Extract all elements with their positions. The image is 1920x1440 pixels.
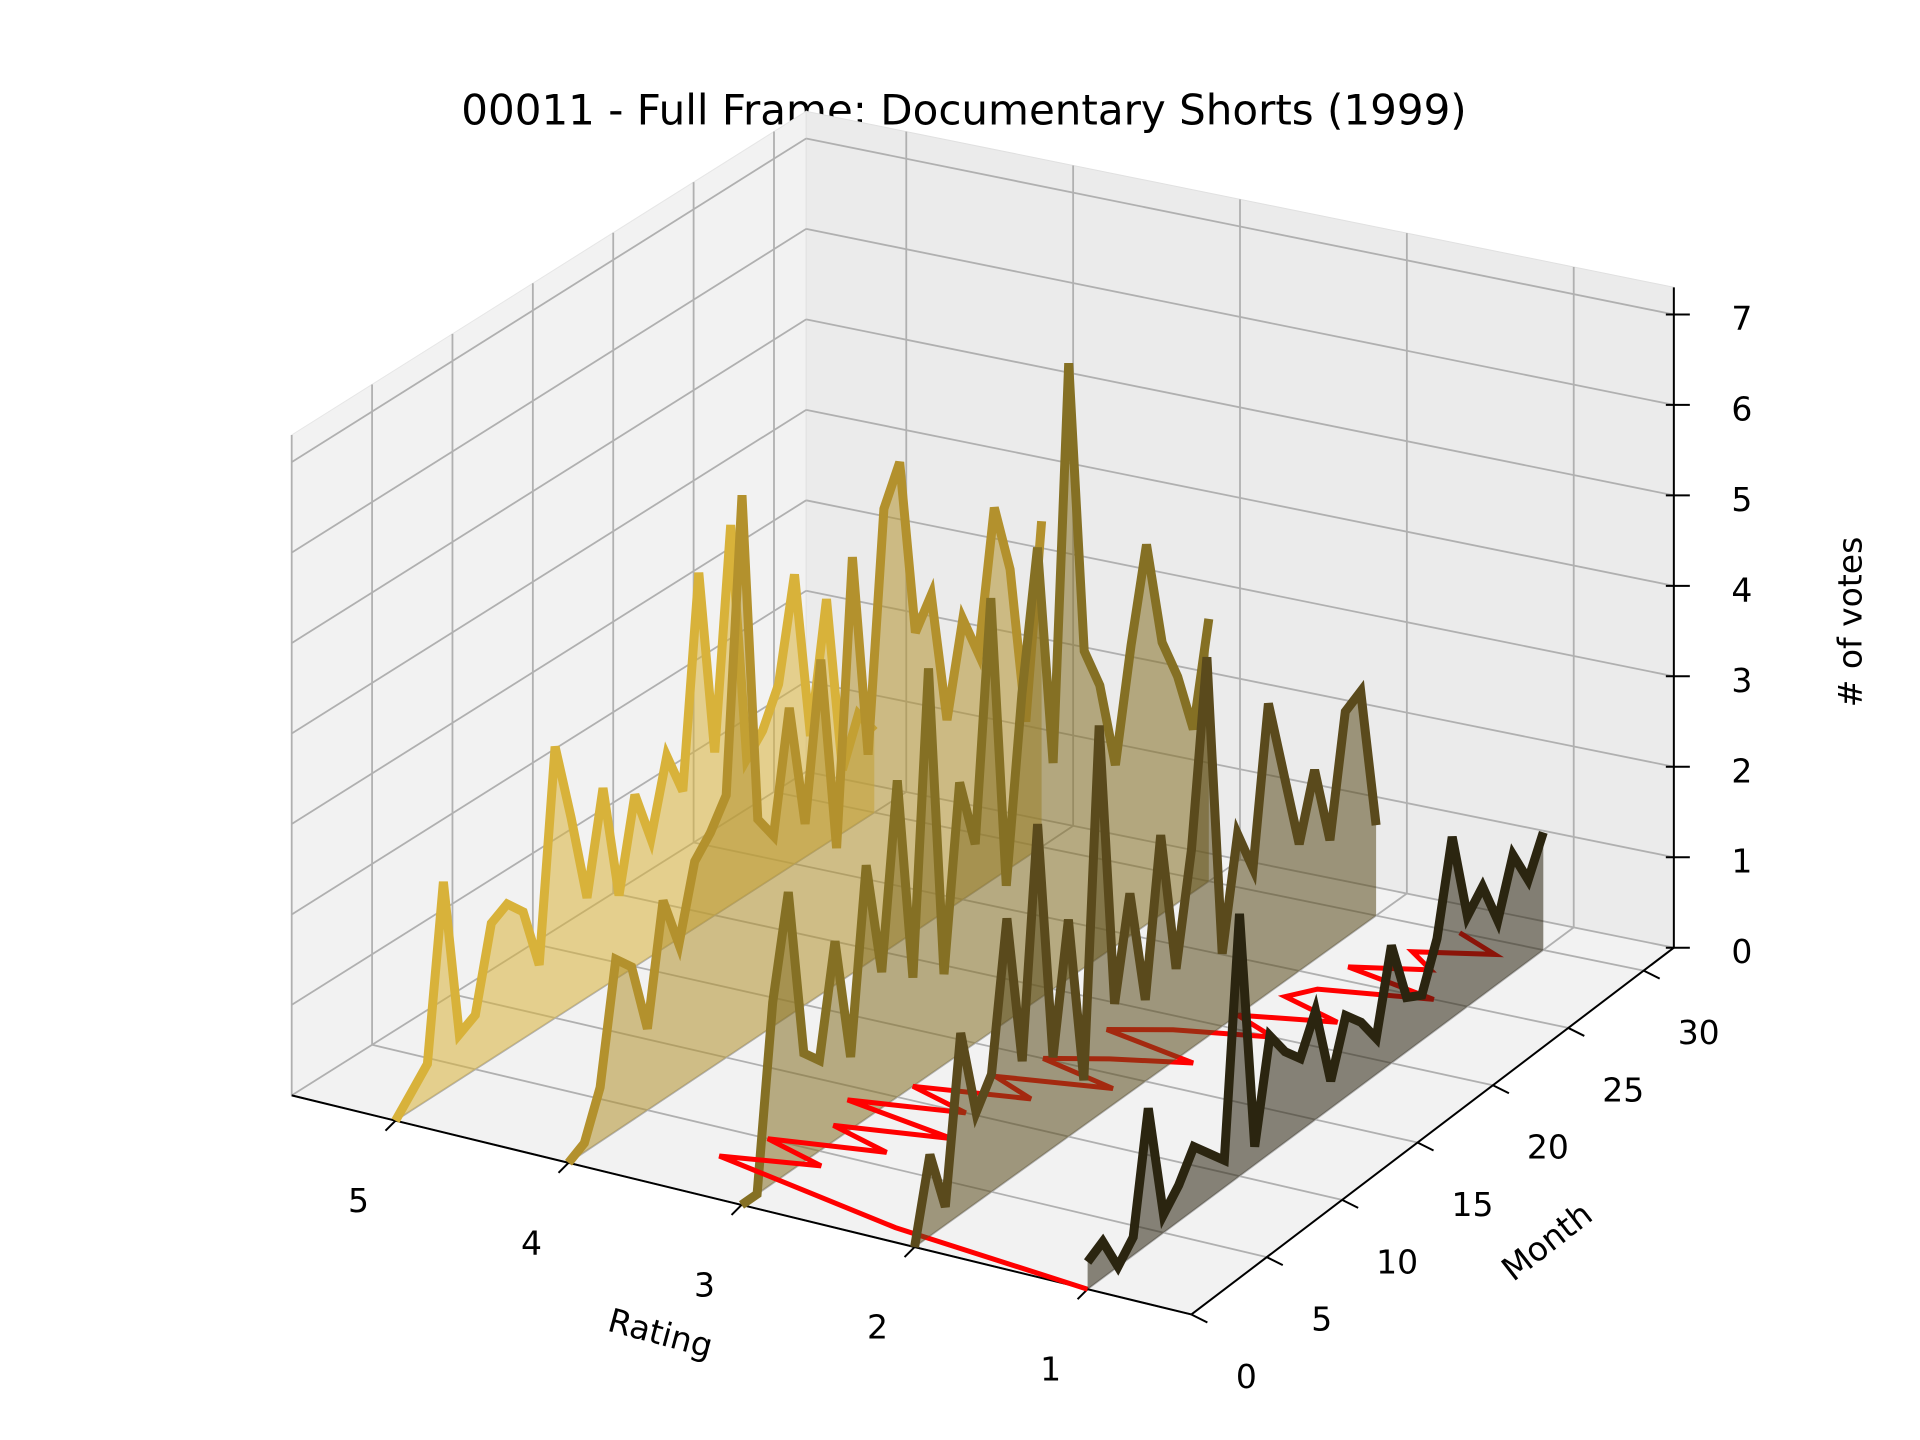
y-tick	[1417, 1141, 1434, 1152]
grid-line	[291, 318, 807, 644]
area	[1087, 832, 1544, 1290]
grid-line	[371, 1043, 1267, 1259]
series-line	[564, 460, 1047, 1166]
z-tick-label: 7	[1731, 299, 1752, 338]
series-line	[910, 656, 1381, 1248]
x-tick	[557, 1162, 570, 1174]
series-line	[1083, 831, 1548, 1276]
grid-line	[805, 589, 1675, 768]
x-tick-label: 3	[694, 1265, 715, 1304]
series-line	[391, 524, 878, 1123]
y-axis-label: Month	[1494, 1194, 1600, 1288]
y-tick	[1492, 1084, 1510, 1095]
x-tick	[903, 1246, 916, 1258]
y-tick-label: 25	[1602, 1070, 1644, 1109]
x-tick-label: 1	[1040, 1350, 1061, 1389]
grid-line	[805, 408, 1675, 587]
x-tick-label: 4	[521, 1223, 542, 1262]
y-tick	[1190, 1313, 1208, 1324]
y-tick	[1266, 1256, 1284, 1267]
y-tick	[1567, 1027, 1585, 1037]
grid-line	[805, 499, 1675, 678]
x-tick	[730, 1204, 743, 1216]
z-tick-label: 3	[1731, 661, 1752, 700]
area	[568, 462, 1042, 1163]
chart-title: 00011 - Full Frame: Documentary Shorts (…	[461, 86, 1466, 135]
axis-line	[1190, 946, 1675, 1316]
grid-line	[291, 409, 807, 735]
grid-line	[291, 499, 807, 825]
z-tick-label: 5	[1731, 480, 1752, 519]
grid-line	[805, 318, 1675, 497]
y-tick	[1643, 969, 1661, 980]
z-axis-label: # of votes	[1831, 537, 1870, 708]
z-tick-label: 2	[1731, 751, 1752, 790]
z-tick-label: 0	[1731, 932, 1752, 971]
x-tick	[384, 1119, 397, 1132]
y-tick-label: 0	[1236, 1357, 1257, 1396]
grid-line	[291, 228, 807, 554]
y-tick-label: 10	[1376, 1242, 1418, 1281]
z-tick-label: 1	[1731, 842, 1752, 881]
y-tick-label: 5	[1311, 1300, 1332, 1339]
y-tick-label: 30	[1678, 1013, 1720, 1052]
y-tick-label: 20	[1527, 1128, 1569, 1167]
z-tick-label: 4	[1731, 570, 1752, 609]
y-tick	[1341, 1198, 1359, 1209]
y-tick-label: 15	[1452, 1185, 1494, 1224]
x-tick-label: 5	[348, 1181, 369, 1220]
x-tick-label: 2	[867, 1308, 888, 1347]
series-line	[738, 362, 1214, 1209]
grid-line	[291, 137, 807, 463]
grid-line	[805, 228, 1675, 406]
z-tick-label: 6	[1731, 389, 1752, 428]
x-axis-label: Rating	[604, 1300, 717, 1365]
grid-line	[805, 137, 1675, 316]
